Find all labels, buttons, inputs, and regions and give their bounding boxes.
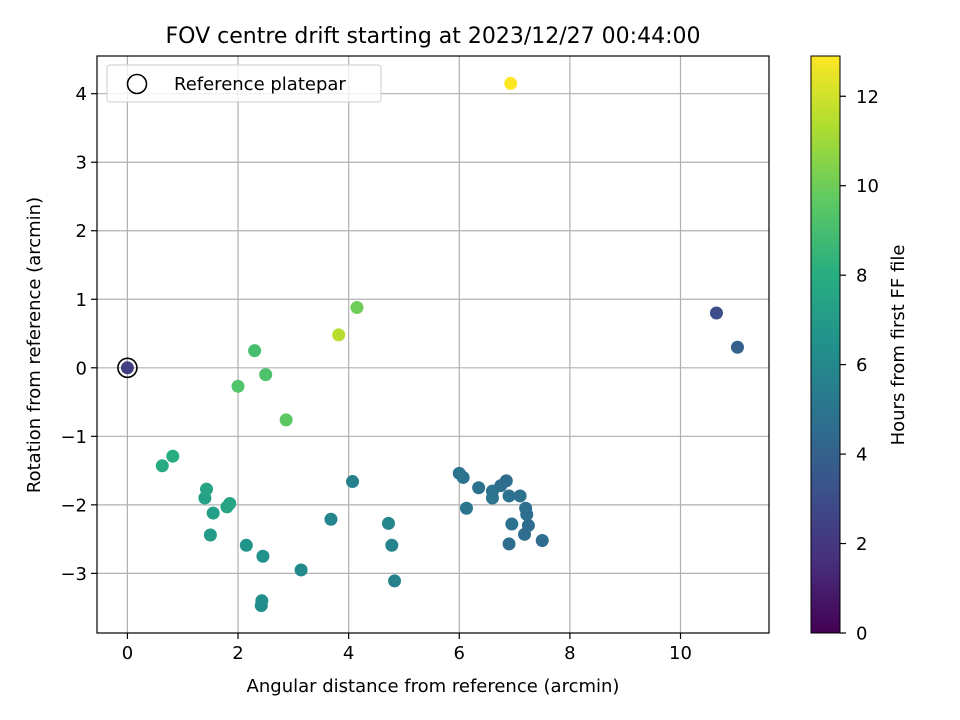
y-tick-label: 4 (76, 84, 87, 105)
colorbar-tick-label: 2 (856, 534, 867, 555)
data-point (332, 328, 346, 342)
colorbar-label: Hours from first FF file (888, 245, 909, 446)
data-point (388, 574, 402, 588)
data-point (505, 517, 519, 531)
data-point (709, 306, 723, 320)
colorbar-tick-label: 8 (856, 266, 867, 287)
data-point (239, 538, 253, 552)
colorbar-tick-label: 12 (856, 87, 879, 108)
y-tick-label: −3 (60, 564, 87, 585)
data-point (459, 501, 473, 515)
colorbar-tick-label: 6 (856, 355, 867, 376)
colorbar-tick-label: 0 (856, 624, 867, 645)
x-tick-label: 8 (564, 643, 575, 664)
colorbar-tick-label: 10 (856, 176, 879, 197)
y-tick-label: 3 (76, 153, 87, 174)
data-point (155, 459, 169, 473)
legend: Reference platepar (106, 64, 382, 103)
data-point (499, 474, 513, 488)
data-point (502, 537, 516, 551)
data-point (385, 538, 399, 552)
x-axis-ticks: 0 2 4 6 8 10 (122, 633, 692, 664)
data-point (346, 475, 360, 489)
y-tick-label: 2 (76, 221, 87, 242)
data-point (485, 491, 499, 505)
data-point (231, 379, 245, 393)
reference-point (117, 357, 138, 379)
data-point (259, 368, 273, 382)
reference-marker (117, 357, 138, 379)
data-point (381, 516, 395, 530)
grid-lines (97, 56, 769, 633)
data-point (520, 507, 534, 521)
data-point (521, 518, 535, 532)
data-point (254, 599, 268, 613)
x-tick-label: 10 (669, 643, 692, 664)
colorbar-ticks: 0 2 4 6 8 10 12 (840, 87, 879, 645)
y-axis-ticks: −3 −2 −1 0 1 2 3 4 (60, 84, 97, 585)
data-point (456, 470, 470, 484)
y-tick-label: −1 (60, 427, 87, 448)
data-point (513, 489, 527, 503)
colorbar-gradient (810, 55, 841, 634)
data-point (294, 563, 308, 577)
data-point (203, 528, 217, 542)
data-point (504, 76, 518, 90)
data-point (223, 496, 237, 510)
y-tick-label: 0 (76, 358, 87, 379)
data-point (120, 361, 134, 375)
data-point (472, 481, 486, 495)
data-point (279, 413, 293, 427)
y-tick-label: −2 (60, 495, 87, 516)
x-tick-label: 6 (454, 643, 465, 664)
legend-marker-icon (126, 73, 148, 95)
chart-title: FOV centre drift starting at 2023/12/27 … (166, 24, 701, 49)
data-point (200, 482, 214, 496)
legend-box (106, 64, 382, 103)
data-point (730, 340, 744, 354)
data-point (502, 489, 516, 503)
legend-label: Reference platepar (174, 74, 346, 95)
y-axis-label: Rotation from reference (arcmin) (24, 197, 45, 493)
x-tick-label: 0 (122, 643, 133, 664)
data-point (535, 533, 549, 547)
data-point (206, 506, 220, 520)
y-tick-label: 1 (76, 290, 87, 311)
x-tick-label: 2 (232, 643, 243, 664)
data-points (120, 76, 744, 613)
x-tick-label: 4 (343, 643, 354, 664)
data-point (248, 344, 262, 358)
data-point (324, 512, 338, 526)
colorbar: 0 2 4 6 8 10 12 Hours from first FF file (810, 55, 909, 645)
data-point (350, 300, 364, 314)
data-point (256, 549, 270, 563)
plot-frame (96, 55, 770, 634)
data-point (166, 449, 180, 463)
x-axis-label: Angular distance from reference (arcmin) (247, 676, 620, 697)
colorbar-tick-label: 4 (856, 445, 867, 466)
